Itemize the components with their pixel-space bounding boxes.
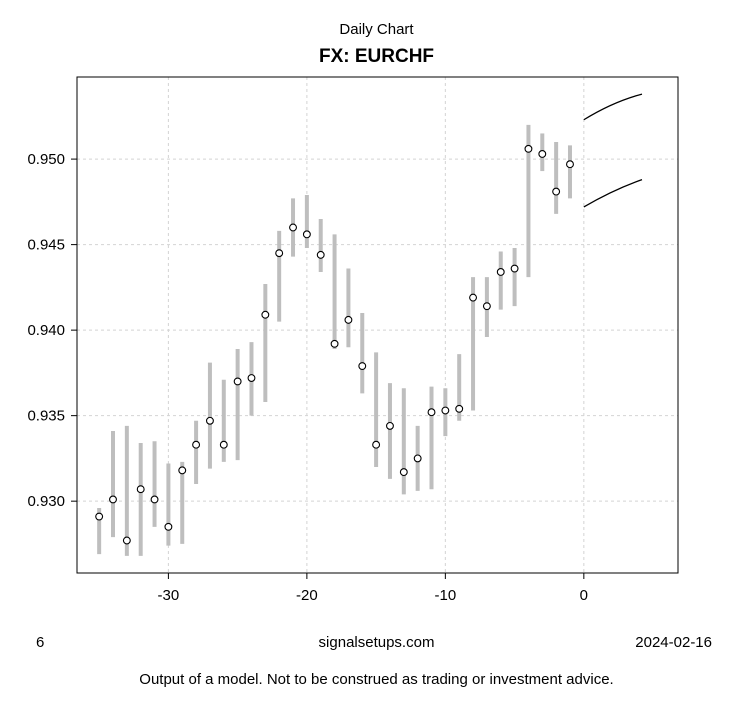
close-point: [136, 485, 145, 494]
disclaimer-text: Output of a model. Not to be construed a…: [139, 671, 614, 688]
x-tick-label: -30: [158, 587, 180, 604]
y-tick-label: 0.945: [27, 237, 65, 254]
close-point: [289, 223, 297, 232]
close-point: [386, 421, 394, 430]
close-point: [358, 362, 367, 370]
close-point: [122, 536, 131, 545]
x-tick-label: -20: [296, 587, 318, 604]
close-point: [302, 230, 311, 239]
close-point: [275, 249, 284, 258]
close-point: [496, 268, 505, 276]
close-point: [344, 315, 353, 324]
close-point: [566, 160, 574, 169]
close-point: [150, 495, 159, 504]
close-point: [510, 264, 519, 273]
close-point: [399, 468, 408, 477]
close-point: [261, 310, 270, 319]
forecast-band-upper: [583, 93, 643, 121]
close-point: [316, 250, 325, 259]
y-tick-label: 0.940: [27, 322, 65, 339]
close-point: [192, 440, 201, 449]
y-tick-label: 0.950: [27, 151, 65, 168]
plot-frame: [76, 76, 679, 574]
close-point: [247, 374, 256, 382]
close-point: [552, 187, 561, 196]
y-tick-label: 0.935: [27, 408, 65, 425]
chart-date: 2024-02-16: [635, 634, 712, 651]
close-point: [164, 522, 173, 531]
close-point: [233, 377, 242, 386]
close-point: [427, 408, 436, 417]
close-point: [469, 293, 478, 302]
close-point: [178, 466, 187, 475]
close-point: [524, 144, 533, 153]
chart-title: Daily Chart: [339, 21, 414, 38]
x-tick-label: -10: [435, 587, 457, 604]
close-point: [413, 454, 422, 463]
close-point: [482, 302, 491, 311]
close-point: [205, 416, 214, 425]
y-tick-label: 0.930: [27, 493, 65, 510]
close-point: [372, 440, 381, 449]
close-point: [538, 150, 547, 158]
close-point: [441, 406, 450, 415]
chart-symbol: FX: EURCHF: [318, 46, 435, 67]
page-number: 6: [36, 634, 45, 651]
close-point: [219, 440, 228, 449]
x-tick-label: 0: [580, 587, 588, 604]
forecast-band-lower: [583, 179, 643, 208]
source-site: signalsetups.com: [318, 634, 435, 651]
close-point: [95, 512, 104, 521]
close-point: [330, 339, 339, 348]
close-point: [109, 495, 117, 504]
close-point: [455, 404, 464, 413]
